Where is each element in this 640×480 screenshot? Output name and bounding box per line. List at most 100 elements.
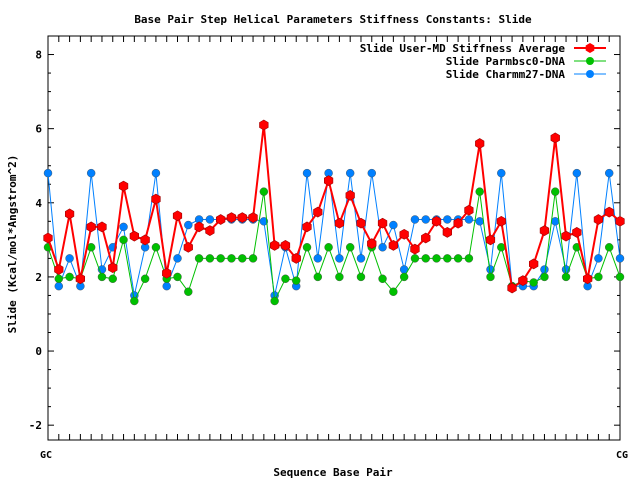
data-point [399, 228, 409, 240]
data-point [593, 214, 604, 225]
data-point [227, 254, 236, 263]
data-point [259, 217, 269, 226]
data-point [410, 254, 420, 263]
data-point [377, 217, 388, 229]
data-point [205, 254, 215, 263]
data-point [432, 254, 441, 263]
data-point [313, 206, 323, 218]
data-point [43, 232, 53, 244]
data-point [75, 273, 85, 285]
data-point [54, 281, 63, 291]
data-point [270, 296, 279, 306]
series-2 [43, 168, 625, 300]
y-tick-label: -2 [29, 419, 42, 432]
data-point [269, 240, 280, 251]
data-point [345, 190, 355, 201]
data-point [464, 254, 474, 263]
y-tick-label: 6 [35, 123, 42, 136]
data-point [118, 180, 129, 192]
data-point [162, 281, 171, 291]
y-axis-label: Slide (Kcal/mol*Angstrom^2) [6, 155, 19, 334]
data-point [475, 138, 485, 149]
data-point [173, 254, 182, 263]
data-point [216, 214, 226, 225]
data-point [129, 230, 139, 242]
data-point [497, 168, 506, 178]
data-point [291, 253, 301, 264]
legend-marker [586, 70, 594, 78]
data-point [551, 217, 560, 226]
y-tick-label: 0 [35, 345, 42, 358]
data-point [594, 272, 603, 282]
legend-label: Slide Charmm27-DNA [446, 68, 566, 81]
legend-label: Slide User-MD Stiffness Average [360, 42, 566, 55]
data-point [302, 221, 312, 233]
data-point [54, 274, 63, 283]
data-point [453, 254, 463, 263]
y-tick-label: 2 [35, 271, 42, 284]
y-tick-label: 4 [35, 197, 42, 210]
data-point [302, 243, 312, 252]
data-point [194, 254, 204, 263]
data-point [431, 215, 442, 227]
data-point [410, 215, 420, 224]
data-point [313, 272, 323, 282]
data-point [496, 215, 506, 227]
data-point [54, 264, 64, 275]
data-point [528, 258, 539, 270]
data-point [594, 254, 603, 263]
data-point [367, 238, 377, 249]
data-point [345, 243, 355, 252]
data-point [485, 234, 496, 246]
data-point [389, 287, 398, 296]
data-point [248, 212, 258, 223]
data-point [335, 254, 344, 263]
data-point [443, 215, 452, 224]
data-point [86, 221, 96, 233]
data-point [108, 274, 117, 283]
x-tick-label-first: GC [40, 450, 52, 461]
data-point [529, 278, 538, 287]
data-point [184, 287, 193, 296]
data-point [464, 204, 474, 216]
series-0 [43, 119, 625, 294]
data-point [313, 254, 323, 263]
data-point [367, 168, 376, 178]
data-point [280, 240, 291, 251]
data-point [443, 254, 452, 263]
data-point [162, 267, 172, 279]
data-point [205, 215, 215, 224]
data-point [615, 254, 625, 263]
data-point [604, 206, 614, 218]
data-point [226, 212, 237, 223]
data-point [475, 187, 484, 196]
data-point [453, 217, 463, 229]
data-point [173, 272, 182, 282]
data-point [323, 175, 334, 186]
data-point [550, 132, 560, 144]
data-point [605, 243, 614, 252]
data-point [356, 272, 366, 282]
legend-marker [586, 57, 594, 65]
data-point [216, 254, 225, 263]
x-tick-label-last: CG [616, 450, 628, 461]
data-point [43, 168, 53, 178]
data-point [194, 221, 204, 233]
data-point [281, 274, 290, 283]
data-point [582, 273, 593, 285]
data-point [389, 220, 398, 230]
data-point [572, 168, 582, 178]
data-point [442, 227, 453, 238]
data-point [184, 220, 193, 230]
data-point [540, 272, 549, 282]
data-point [151, 168, 161, 178]
data-point [518, 275, 528, 286]
data-point [475, 217, 484, 226]
data-point [97, 221, 107, 233]
data-point [551, 187, 560, 196]
data-point [615, 272, 625, 282]
data-point [292, 276, 301, 285]
